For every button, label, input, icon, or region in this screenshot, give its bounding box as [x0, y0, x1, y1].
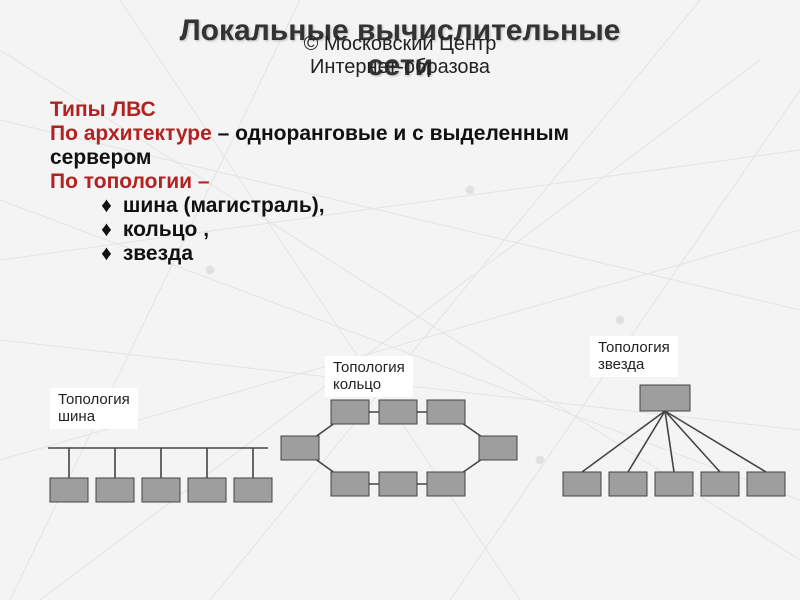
background-network [0, 0, 800, 600]
label-line: шина [58, 408, 95, 425]
bullet-text: звезда [123, 242, 193, 265]
diamond-icon: ♦ [96, 194, 117, 218]
bullet-text: шина (магистраль), [123, 194, 325, 217]
footer-credit: © Московский Центр Интернет-образова [0, 33, 800, 79]
arch-label: По архитектуре [50, 122, 212, 145]
label-line: Топология [333, 359, 405, 376]
diamond-icon: ♦ [96, 242, 117, 266]
types-heading: Типы ЛВС [50, 98, 156, 121]
topo-dash: – [192, 170, 210, 193]
diamond-icon: ♦ [96, 218, 117, 242]
footer-line: © Московский Центр [304, 33, 497, 55]
label-line: звезда [598, 356, 644, 373]
label-star: Топология звезда [590, 336, 678, 377]
bullet-bus: ♦ шина (магистраль), [50, 194, 570, 218]
label-line: Топология [598, 339, 670, 356]
label-line: кольцо [333, 376, 381, 393]
footer-line: Интернет-образова [310, 56, 490, 78]
label-bus: Топология шина [50, 388, 138, 429]
label-line: Топология [58, 391, 130, 408]
body-text: Типы ЛВС По архитектуре – одноранговые и… [50, 98, 570, 266]
topo-label: По топологии [50, 170, 192, 193]
bullet-star: ♦ звезда [50, 242, 570, 266]
bullet-ring: ♦ кольцо , [50, 218, 570, 242]
bullet-text: кольцо , [123, 218, 209, 241]
label-ring: Топология кольцо [325, 356, 413, 397]
